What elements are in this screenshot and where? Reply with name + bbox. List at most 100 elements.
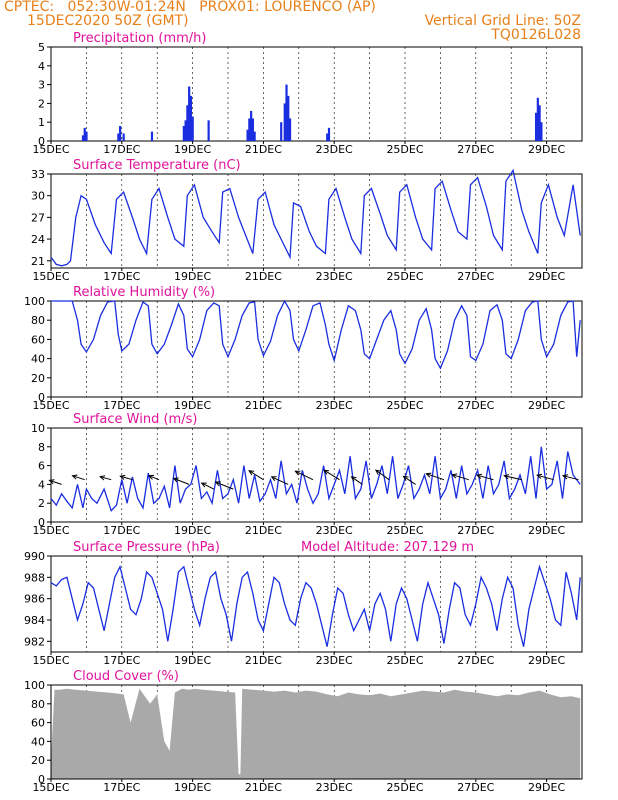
precip-bar <box>536 97 539 141</box>
y-tick-label: 982 <box>24 635 45 648</box>
precip-bar <box>283 103 286 141</box>
wind-vector-head <box>200 482 207 488</box>
panel-frame-top <box>50 684 583 780</box>
x-tick-label: 27DEC <box>457 143 494 156</box>
header-run-id: TQ0126L028 <box>491 27 581 43</box>
x-tick-label: 17DEC <box>103 654 140 667</box>
wind-vector-head <box>451 473 458 479</box>
wind-vector-head <box>172 477 179 483</box>
wind-vector <box>248 470 264 481</box>
x-tick-label: 25DEC <box>386 270 423 283</box>
y-tick-label: 100 <box>24 679 45 692</box>
y-tick-label: 21 <box>31 255 45 268</box>
wind-vector-head <box>119 474 126 480</box>
x-tick-label: 23DEC <box>316 399 353 412</box>
y-tick-label: 988 <box>24 571 45 584</box>
wind-vector <box>172 477 190 485</box>
x-tick-label: 17DEC <box>103 399 140 412</box>
wind-vector <box>374 469 390 481</box>
x-tick-label: 19DEC <box>174 524 211 537</box>
x-tick-label: 23DEC <box>316 524 353 537</box>
precip-bar <box>285 84 288 141</box>
precip-bar <box>253 131 256 141</box>
y-tick-label: 24 <box>31 233 45 246</box>
precip-bar <box>119 125 122 141</box>
x-tick-label: 23DEC <box>316 143 353 156</box>
panel-annotation: Model Altitude: 207.129 m <box>301 540 474 555</box>
precip-bar <box>186 105 189 141</box>
y-tick-label: 33 <box>31 168 45 181</box>
wind-vector <box>323 469 340 481</box>
precip-bar <box>327 127 331 141</box>
precip-bar <box>191 116 194 141</box>
y-tick-label: 2 <box>38 97 45 110</box>
wind-vector-shaft <box>323 469 340 481</box>
x-tick-label: 25DEC <box>386 399 423 412</box>
wind-vector-shaft <box>504 475 522 481</box>
y-tick-label: 30 <box>31 190 45 203</box>
wind-vector-head <box>270 476 277 482</box>
wind-vector-shaft <box>248 470 264 481</box>
x-tick-label: 29DEC <box>528 270 565 283</box>
x-tick-label: 21DEC <box>245 143 282 156</box>
panel-2: 15DEC 17DEC 19DEC 21DEC 23DEC 25DEC 27DEC 29DEC… <box>31 158 583 283</box>
x-tick-label: 27DEC <box>457 781 494 794</box>
cloud-area <box>51 688 581 779</box>
wind-vector-head <box>503 474 510 480</box>
precip-bar <box>85 131 88 141</box>
wind-vector-shaft <box>148 475 160 481</box>
x-tick-label: 19DEC <box>174 399 211 412</box>
x-tick-label: 29DEC <box>528 524 565 537</box>
precip-bar <box>150 131 154 141</box>
panel-title: Surface Wind (m/s) <box>73 412 197 427</box>
wind-vector-shaft <box>72 475 85 481</box>
x-tick-label: 19DEC <box>174 654 211 667</box>
y-tick-label: 986 <box>24 593 45 606</box>
series-line <box>50 446 581 512</box>
wind-vector-head <box>214 481 221 487</box>
x-tick-label: 15DEC <box>32 524 69 537</box>
x-tick-label: 19DEC <box>174 143 211 156</box>
x-tick-label: 17DEC <box>103 781 140 794</box>
y-tick-label: 984 <box>24 614 45 627</box>
wind-vector <box>561 474 579 481</box>
series-line <box>50 564 581 647</box>
precip-bar <box>287 95 290 141</box>
x-tick-label: 17DEC <box>103 524 140 537</box>
wind-vector-shaft <box>562 475 579 481</box>
wind-vector-shaft <box>173 477 190 485</box>
series-line <box>50 168 581 267</box>
precip-bar <box>540 122 543 141</box>
wind-vector-shaft <box>476 474 494 481</box>
wind-vector-head <box>48 479 55 485</box>
panel-1: 15DEC 17DEC 19DEC 21DEC 23DEC 25DEC 27DEC 29DEC… <box>32 31 583 156</box>
wind-vector-head <box>148 474 155 480</box>
panel-frame <box>50 300 583 398</box>
y-tick-label: 4 <box>38 60 45 73</box>
y-tick-label: 0 <box>38 516 45 529</box>
y-tick-label: 60 <box>31 717 45 730</box>
precip-bar <box>280 122 283 141</box>
panel-frame <box>50 46 583 142</box>
wind-vector-shaft <box>100 476 112 481</box>
precip-bar <box>81 135 85 141</box>
x-tick-label: 15DEC <box>32 143 69 156</box>
wind-vector-head <box>294 470 301 476</box>
y-tick-label: 40 <box>31 735 45 748</box>
y-tick-label: 100 <box>24 295 45 308</box>
wind-vector <box>475 473 494 481</box>
panel-title: Surface Pressure (hPa) <box>73 540 220 555</box>
y-tick-label: 0 <box>38 773 45 786</box>
wind-vector-shaft <box>201 482 215 490</box>
x-tick-label: 17DEC <box>103 270 140 283</box>
x-tick-label: 25DEC <box>386 143 423 156</box>
wind-vector <box>402 475 416 485</box>
precip-bar <box>189 95 193 141</box>
precip-bar <box>83 127 86 141</box>
x-tick-label: 25DEC <box>386 524 423 537</box>
wind-vector-shaft <box>295 470 314 481</box>
wind-vector-shaft <box>375 469 390 481</box>
y-tick-label: 20 <box>31 372 45 385</box>
precip-bar <box>122 133 125 141</box>
